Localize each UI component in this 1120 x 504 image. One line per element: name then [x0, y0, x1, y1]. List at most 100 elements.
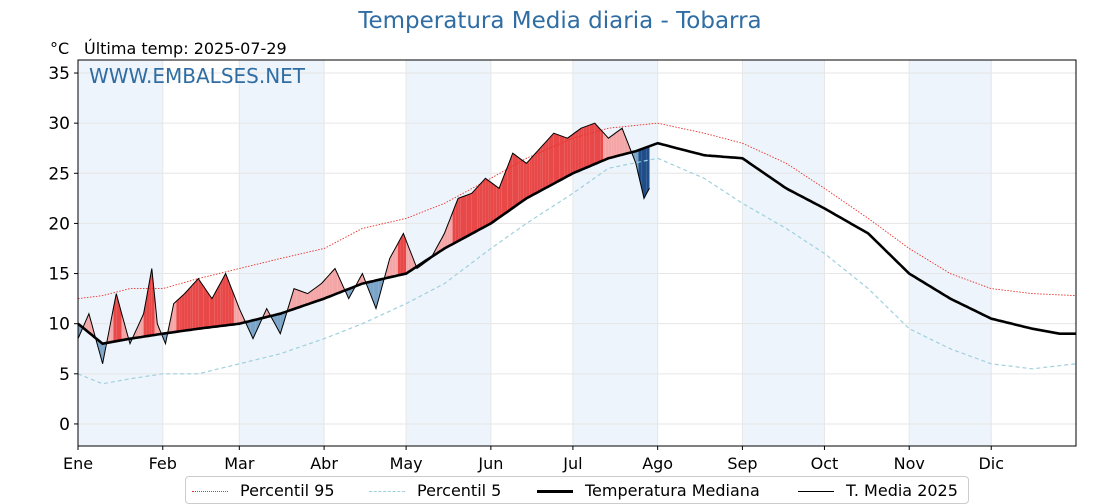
anomaly-above-fill — [540, 145, 543, 191]
anomaly-above-fill — [190, 284, 193, 330]
anomaly-above-fill — [411, 254, 415, 270]
anomaly-above-fill — [209, 294, 212, 328]
legend-swatch-p5 — [369, 491, 405, 492]
anomaly-above-fill — [603, 132, 606, 161]
anomaly-above-fill — [507, 160, 510, 212]
series-p5-line — [77, 157, 1077, 385]
anomaly-above-fill — [187, 287, 191, 331]
anomaly-above-fill — [493, 184, 497, 222]
anomaly-above-fill — [198, 278, 201, 329]
month-band-nov — [909, 60, 992, 446]
anomaly-above-fill — [397, 238, 401, 276]
anomaly-above-fill — [581, 127, 584, 170]
anomaly-above-fill — [510, 153, 513, 210]
anomaly-above-fill — [171, 303, 174, 333]
anomaly-above-fill — [619, 128, 623, 156]
y-tick-label: 0 — [59, 415, 70, 435]
anomaly-above-fill — [537, 148, 541, 193]
anomaly-above-fill — [181, 293, 185, 331]
anomaly-above-fill — [463, 195, 467, 239]
anomaly-above-fill — [318, 283, 322, 301]
anomaly-above-fill — [332, 268, 335, 296]
anomaly-above-fill — [523, 161, 527, 201]
anomaly-above-fill — [324, 277, 327, 299]
anomaly-above-fill — [140, 313, 144, 338]
month-band-ene — [78, 60, 163, 446]
anomaly-below-fill — [378, 279, 382, 299]
anomaly-above-fill — [542, 142, 546, 190]
anomaly-above-fill — [206, 290, 210, 328]
y-tick-label: 35 — [48, 64, 70, 84]
anomaly-above-fill — [613, 132, 617, 157]
anomaly-above-fill — [438, 238, 442, 253]
anomaly-above-fill — [586, 125, 590, 168]
anomaly-above-fill — [299, 290, 303, 308]
anomaly-above-fill — [597, 126, 601, 163]
anomaly-above-fill — [195, 278, 199, 330]
anomaly-above-fill — [548, 136, 551, 187]
anomaly-above-fill — [482, 178, 486, 228]
anomaly-below-fill — [646, 146, 650, 194]
anomaly-above-fill — [605, 135, 609, 160]
anomaly-above-fill — [291, 288, 294, 310]
anomaly-above-fill — [143, 298, 147, 337]
anomaly-above-fill — [315, 285, 319, 302]
anomaly-above-fill — [479, 181, 483, 230]
anomaly-above-fill — [329, 271, 333, 297]
anomaly-above-fill — [326, 274, 330, 298]
anomaly-above-fill — [233, 294, 237, 325]
anomaly-above-fill — [477, 184, 480, 231]
anomaly-below-fill — [376, 279, 379, 309]
anomaly-above-fill — [222, 273, 226, 326]
anomaly-above-fill — [616, 130, 620, 157]
anomaly-above-fill — [583, 126, 587, 169]
legend-label-p5: Percentil 5 — [417, 481, 502, 500]
y-unit-label: °C — [50, 39, 70, 58]
anomaly-above-fill — [400, 233, 404, 275]
anomaly-above-fill — [624, 135, 628, 154]
anomaly-above-fill — [466, 194, 469, 237]
anomaly-above-fill — [321, 280, 325, 300]
anomaly-above-fill — [302, 291, 305, 307]
anomaly-above-fill — [335, 268, 338, 295]
anomaly-above-fill — [395, 243, 398, 277]
watermark-text: WWW.EMBALSES.NET — [89, 64, 306, 88]
series-current-line — [77, 122, 650, 364]
anomaly-below-fill — [247, 321, 251, 333]
anomaly-above-fill — [225, 273, 229, 326]
anomaly-above-fill — [455, 198, 459, 243]
anomaly-below-fill — [99, 341, 103, 364]
anomaly-above-fill — [192, 281, 196, 330]
anomaly-above-fill — [512, 153, 516, 208]
anomaly-above-fill — [556, 134, 560, 183]
anomaly-below-fill — [370, 281, 374, 302]
y-tick-label: 25 — [48, 164, 70, 184]
anomaly-above-fill — [239, 308, 243, 324]
x-tick-label: Mar — [224, 454, 255, 473]
legend-swatch-current — [798, 491, 834, 492]
anomaly-above-fill — [228, 280, 232, 325]
legend-swatch-p95 — [192, 491, 228, 492]
anomaly-above-fill — [471, 190, 475, 234]
anomaly-above-fill — [515, 155, 519, 207]
anomaly-above-fill — [176, 298, 180, 332]
anomaly-above-fill — [531, 154, 535, 196]
y-tick-label: 5 — [59, 365, 70, 385]
anomaly-above-fill — [212, 293, 215, 327]
y-tick-label: 15 — [48, 265, 70, 285]
legend-label-current: T. Media 2025 — [846, 481, 958, 500]
anomaly-below-fill — [348, 287, 352, 299]
anomaly-above-fill — [173, 301, 177, 333]
anomaly-above-fill — [403, 233, 407, 275]
x-tick-label: Sep — [727, 454, 757, 473]
anomaly-above-fill — [447, 219, 450, 247]
anomaly-above-fill — [520, 159, 524, 203]
anomaly-above-fill — [611, 134, 614, 158]
anomaly-above-fill — [217, 283, 221, 327]
anomaly-above-fill — [389, 253, 393, 278]
legend-label-median: Temperatura Mediana — [585, 481, 760, 500]
x-tick-label: Nov — [894, 454, 925, 473]
anomaly-above-fill — [518, 157, 521, 205]
anomaly-above-fill — [608, 136, 612, 159]
anomaly-above-fill — [220, 278, 223, 326]
